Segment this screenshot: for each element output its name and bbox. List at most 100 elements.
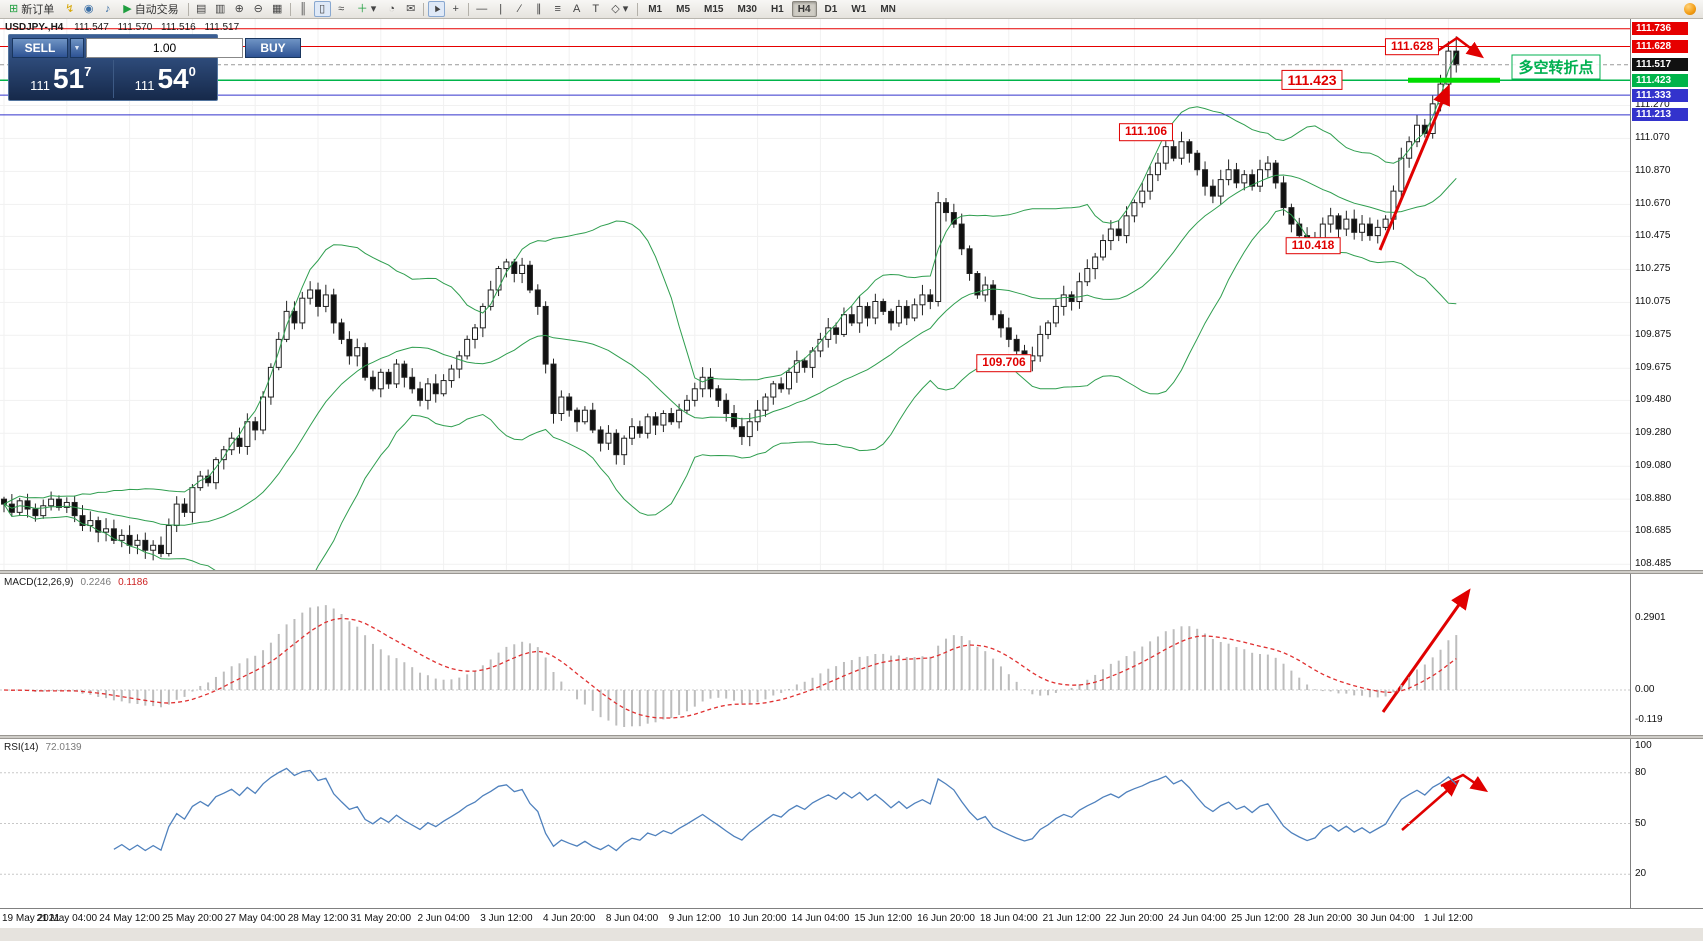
crosshair-tool-button[interactable]: + (447, 1, 464, 17)
timeframe-button-m1[interactable]: M1 (642, 1, 668, 17)
time-axis-label: 9 Jun 12:00 (668, 913, 721, 924)
cascade-icon: ▥ (214, 2, 226, 15)
text-icon: A (573, 2, 581, 15)
chart-annotations-layer: 111.628 111.423 111.106 110.418 109.706 多空转折点 (0, 19, 1630, 570)
autotrading-button[interactable]: ▶ 自动交易 (118, 1, 183, 17)
trend-arrow[interactable] (1378, 83, 1450, 251)
rsi-axis-label: 50 (1635, 817, 1647, 829)
high-value: 111.570 (117, 22, 153, 33)
time-axis-label: 18 Jun 04:00 (979, 913, 1038, 924)
buy-price-big: 54 (157, 63, 189, 94)
cursor-tool-button[interactable]: ▲ (428, 1, 446, 17)
timeframe-button-w1[interactable]: W1 (845, 1, 872, 17)
symbol-period-label: USDJPY-,H4 (5, 22, 64, 33)
rsi-axis[interactable]: 100 80 50 20 (1630, 739, 1703, 908)
templates-button[interactable]: ✉ (402, 1, 419, 17)
buy-button[interactable]: BUY (245, 38, 301, 58)
channel-tool[interactable]: ∥ (530, 1, 547, 17)
price-axis-badge: 111.736 (1632, 22, 1688, 36)
time-axis[interactable]: 19 May 2021 21 May 04:00 24 May 12:00 25 Ma… (0, 908, 1703, 928)
text-tool[interactable]: A (568, 1, 585, 17)
add-indicator-button[interactable]: ＋ ▾ (352, 1, 382, 17)
macd-canvas[interactable] (0, 574, 1630, 735)
channel-icon: ∥ (535, 2, 542, 15)
sound-button[interactable]: ♪ (99, 1, 116, 17)
trend-arrow[interactable] (1401, 779, 1460, 831)
trade-options-dropdown[interactable]: ▼ (70, 38, 84, 58)
shapes-icon: ◇ (611, 2, 620, 15)
fibonacci-tool[interactable]: ≡ (549, 1, 566, 17)
community-button[interactable]: ◉ (80, 1, 97, 17)
timeframe-button-h4[interactable]: H4 (791, 1, 817, 17)
periods-button[interactable]: ◔ (383, 1, 400, 17)
time-axis-label: 10 Jun 20:00 (728, 913, 787, 924)
price-axis[interactable]: 111.270 111.070 110.870 110.670 110.475 110.2… (1630, 19, 1703, 570)
price-axis-label: 111.070 (1635, 132, 1670, 144)
time-axis-label: 24 May 12:00 (99, 913, 160, 924)
price-annotation-label[interactable]: 109.706 (976, 354, 1032, 372)
expert-advisors-button[interactable]: ↯ (61, 1, 78, 17)
macd-axis[interactable]: 0.2901 0.00 -0.119 (1630, 574, 1703, 735)
bottom-strip (0, 928, 1703, 941)
price-annotation-label[interactable]: 110.418 (1285, 237, 1341, 255)
rsi-canvas[interactable] (0, 739, 1630, 908)
tile-charts-button[interactable]: ▦ (269, 1, 286, 17)
time-axis-label: 28 Jun 20:00 (1293, 913, 1352, 924)
time-axis-label: 25 May 20:00 (162, 913, 223, 924)
timeframe-button-h1[interactable]: H1 (765, 1, 790, 17)
buy-price[interactable]: 111 54 0 (114, 60, 218, 98)
timeframe-button-d1[interactable]: D1 (819, 1, 844, 17)
price-axis-badge: 111.423 (1632, 73, 1688, 87)
line-chart-button[interactable]: ≈ (333, 1, 350, 17)
vertical-line-tool[interactable]: | (492, 1, 509, 17)
horizontal-line-tool[interactable]: — (473, 1, 490, 17)
price-annotation-label[interactable]: 111.423 (1281, 70, 1343, 91)
candlestick-chart-button[interactable]: ▯ (313, 1, 331, 17)
rsi-panel[interactable]: RSI(14) 72.0139 (0, 739, 1630, 908)
rsi-axis-label: 80 (1635, 766, 1647, 778)
zoom-out-button[interactable]: ⊖ (250, 1, 267, 17)
status-indicator-icon[interactable] (1684, 3, 1696, 15)
price-chart-canvas[interactable] (0, 19, 1630, 570)
macd-name: MACD(12,26,9) (4, 577, 74, 588)
chevron-down-icon: ▾ (622, 2, 629, 15)
price-annotation-label[interactable]: 111.106 (1118, 123, 1174, 142)
price-chart-panel[interactable]: USDJPY-,H4 111.547 111.570 111.516 111.5… (0, 19, 1630, 570)
toolbar-separator (468, 2, 470, 16)
timeframe-button-mn[interactable]: MN (874, 1, 902, 17)
cascade-windows-button[interactable]: ▥ (212, 1, 229, 17)
panel-separator[interactable] (0, 735, 1703, 739)
sell-price[interactable]: 111 51 7 (9, 60, 114, 98)
toolbar-separator (423, 2, 425, 16)
timeframe-button-m30[interactable]: M30 (731, 1, 762, 17)
label-tool[interactable]: T (587, 1, 604, 17)
tile-windows-button[interactable]: ▤ (193, 1, 210, 17)
shapes-tool[interactable]: ◇ ▾ (606, 1, 633, 17)
rsi-label: RSI(14) 72.0139 (4, 742, 82, 753)
timeframe-button-m5[interactable]: M5 (670, 1, 696, 17)
time-axis-label: 2 Jun 04:00 (417, 913, 470, 924)
price-axis-label: 110.075 (1635, 296, 1671, 308)
trendline-tool[interactable]: ∕ (511, 1, 528, 17)
grid-icon: ▦ (271, 2, 283, 15)
new-order-button[interactable]: ⊞ 新订单 (4, 1, 59, 17)
bar-chart-button[interactable]: ║ (295, 1, 312, 17)
time-axis-label: 25 Jun 12:00 (1231, 913, 1289, 924)
time-axis-label: 31 May 20:00 (350, 913, 412, 924)
lightning-icon: ↯ (65, 2, 75, 15)
note-annotation[interactable]: 多空转折点 (1511, 54, 1601, 80)
panel-separator[interactable] (0, 570, 1703, 574)
fibonacci-icon: ≡ (554, 2, 561, 15)
macd-histogram (10, 605, 1458, 727)
trend-arrow[interactable] (1435, 36, 1484, 59)
trend-arrow[interactable] (1440, 773, 1489, 793)
bollinger-bands (3, 52, 1457, 570)
price-annotation-label[interactable]: 111.628 (1384, 37, 1440, 56)
volume-input[interactable] (86, 38, 243, 58)
macd-panel: MACD(12,26,9) 0.2246 0.1186 (0, 574, 1630, 735)
zoom-out-icon: ⊖ (253, 2, 263, 15)
price-axis-label: 110.670 (1635, 198, 1671, 210)
zoom-in-button[interactable]: ⊕ (231, 1, 248, 17)
sell-button[interactable]: SELL (12, 38, 68, 58)
timeframe-button-m15[interactable]: M15 (698, 1, 729, 17)
